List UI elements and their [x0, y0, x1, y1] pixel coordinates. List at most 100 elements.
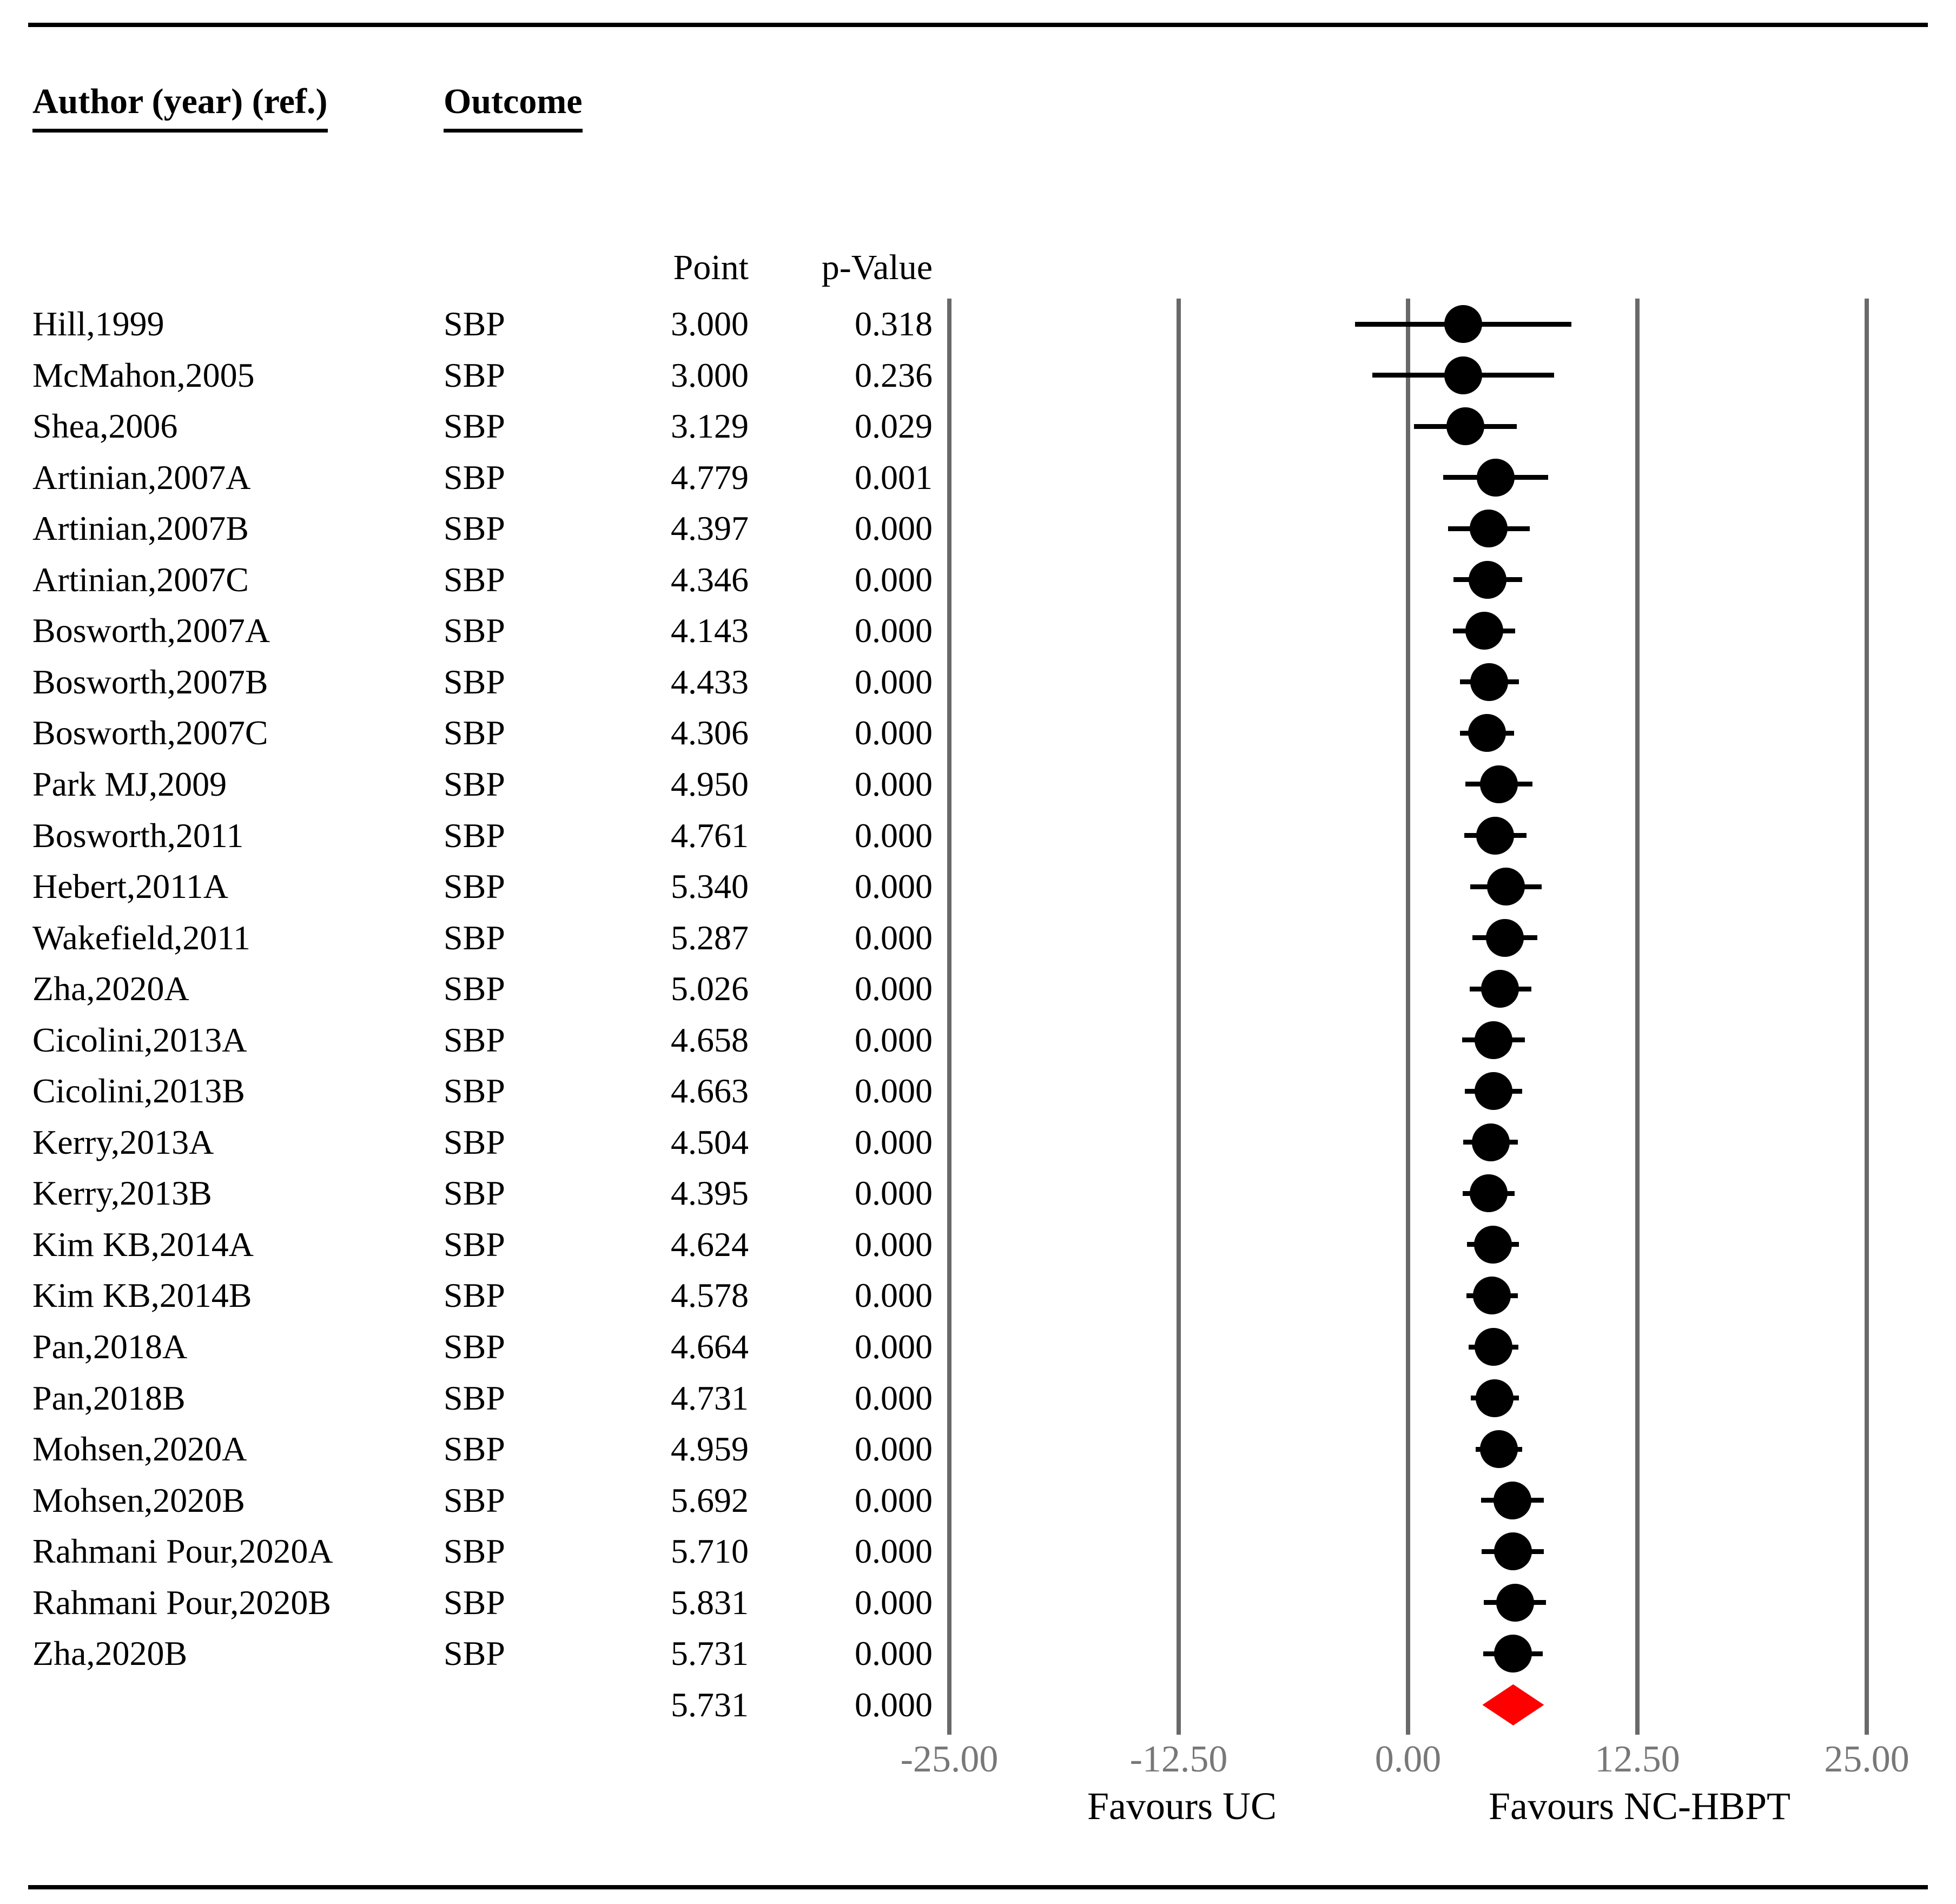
study-author: Kim KB,2014B — [32, 1276, 252, 1314]
study-author: Hebert,2011A — [32, 867, 228, 905]
study-outcome: SBP — [444, 305, 505, 343]
study-author: McMahon,2005 — [32, 356, 255, 394]
outcome-column-header: Outcome — [444, 80, 583, 133]
study-point-value: 4.731 — [671, 1379, 749, 1417]
study-outcome: SBP — [444, 407, 505, 445]
study-outcome: SBP — [444, 560, 505, 599]
pvalue-column-header: p-Value — [821, 248, 933, 287]
study-point-value: 5.287 — [671, 918, 749, 957]
study-point-value: 5.710 — [671, 1532, 749, 1570]
point-estimate-marker — [1487, 868, 1525, 905]
study-outcome: SBP — [444, 663, 505, 701]
study-author: Kerry,2013A — [32, 1123, 214, 1161]
x-tick-label: 12.50 — [1595, 1738, 1680, 1780]
study-pvalue: 0.001 — [855, 458, 933, 497]
study-pvalue: 0.000 — [855, 969, 933, 1008]
point-estimate-marker — [1494, 1482, 1531, 1519]
point-estimate-marker — [1494, 1532, 1532, 1570]
study-author: Shea,2006 — [32, 407, 178, 445]
study-author: Wakefield,2011 — [32, 918, 250, 957]
study-outcome: SBP — [444, 969, 505, 1008]
study-pvalue: 0.000 — [855, 1583, 933, 1622]
study-pvalue: 0.000 — [855, 918, 933, 957]
study-outcome: SBP — [444, 1481, 505, 1519]
x-tick-label: -12.50 — [1129, 1738, 1228, 1780]
study-outcome: SBP — [444, 356, 505, 394]
point-estimate-marker — [1475, 1021, 1512, 1059]
study-author: Bosworth,2007A — [32, 611, 270, 650]
study-outcome: SBP — [444, 1225, 505, 1264]
gridline-0.00 — [1406, 299, 1410, 1735]
study-author: Artinian,2007C — [32, 560, 249, 599]
study-outcome: SBP — [444, 765, 505, 803]
study-pvalue: 0.000 — [855, 663, 933, 701]
study-point-value: 4.624 — [671, 1225, 749, 1264]
study-pvalue: 0.000 — [855, 1174, 933, 1212]
study-point-value: 4.663 — [671, 1072, 749, 1110]
study-point-value: 4.504 — [671, 1123, 749, 1161]
study-point-value: 5.831 — [671, 1583, 749, 1622]
point-estimate-marker — [1470, 663, 1508, 701]
study-pvalue: 0.000 — [855, 1379, 933, 1417]
study-outcome: SBP — [444, 458, 505, 497]
point-estimate-marker — [1446, 407, 1484, 445]
summary-pvalue: 0.000 — [855, 1685, 933, 1724]
study-author: Artinian,2007A — [32, 458, 251, 497]
study-author: Zha,2020B — [32, 1634, 188, 1672]
study-point-value: 5.340 — [671, 867, 749, 905]
study-author: Hill,1999 — [32, 305, 164, 343]
study-outcome: SBP — [444, 1174, 505, 1212]
study-point-value: 3.000 — [671, 305, 749, 343]
study-pvalue: 0.000 — [855, 1634, 933, 1672]
study-outcome: SBP — [444, 918, 505, 957]
point-estimate-marker — [1472, 1123, 1510, 1161]
study-pvalue: 0.029 — [855, 407, 933, 445]
study-point-value: 4.664 — [671, 1327, 749, 1366]
study-outcome: SBP — [444, 1430, 505, 1468]
study-author: Pan,2018A — [32, 1327, 188, 1366]
study-pvalue: 0.000 — [855, 1021, 933, 1059]
study-point-value: 4.397 — [671, 509, 749, 547]
point-estimate-marker — [1480, 765, 1518, 803]
study-point-value: 4.658 — [671, 1021, 749, 1059]
gridline--12.50 — [1177, 299, 1181, 1735]
study-outcome: SBP — [444, 713, 505, 752]
point-estimate-marker — [1476, 817, 1514, 855]
author-column-header: Author (year) (ref.) — [32, 80, 328, 133]
summary-point-value: 5.731 — [671, 1685, 749, 1724]
study-outcome: SBP — [444, 1634, 505, 1672]
study-point-value: 4.143 — [671, 611, 749, 650]
study-pvalue: 0.000 — [855, 765, 933, 803]
study-pvalue: 0.000 — [855, 1532, 933, 1570]
point-estimate-marker — [1494, 1635, 1532, 1672]
study-pvalue: 0.000 — [855, 1327, 933, 1366]
study-pvalue: 0.000 — [855, 509, 933, 547]
gridline--25.00 — [947, 299, 951, 1735]
study-author: Bosworth,2007C — [32, 713, 268, 752]
study-point-value: 4.433 — [671, 663, 749, 701]
study-pvalue: 0.000 — [855, 611, 933, 650]
study-author: Mohsen,2020B — [32, 1481, 245, 1519]
study-point-value: 4.395 — [671, 1174, 749, 1212]
study-outcome: SBP — [444, 1072, 505, 1110]
point-estimate-marker — [1444, 356, 1482, 394]
study-author: Pan,2018B — [32, 1379, 186, 1417]
x-tick-label: 25.00 — [1824, 1738, 1909, 1780]
study-author: Rahmani Pour,2020A — [32, 1532, 333, 1570]
study-point-value: 4.346 — [671, 560, 749, 599]
x-tick-label: -25.00 — [900, 1738, 999, 1780]
study-point-value: 4.306 — [671, 713, 749, 752]
study-pvalue: 0.000 — [855, 1276, 933, 1314]
study-point-value: 4.761 — [671, 816, 749, 855]
point-column-header: Point — [673, 248, 749, 287]
point-estimate-marker — [1470, 1174, 1508, 1212]
study-point-value: 4.959 — [671, 1430, 749, 1468]
study-pvalue: 0.236 — [855, 356, 933, 394]
point-estimate-marker — [1476, 1379, 1514, 1417]
study-outcome: SBP — [444, 1276, 505, 1314]
point-estimate-marker — [1473, 1277, 1511, 1314]
study-outcome: SBP — [444, 1583, 505, 1622]
study-author: Bosworth,2011 — [32, 816, 244, 855]
study-pvalue: 0.000 — [855, 1225, 933, 1264]
